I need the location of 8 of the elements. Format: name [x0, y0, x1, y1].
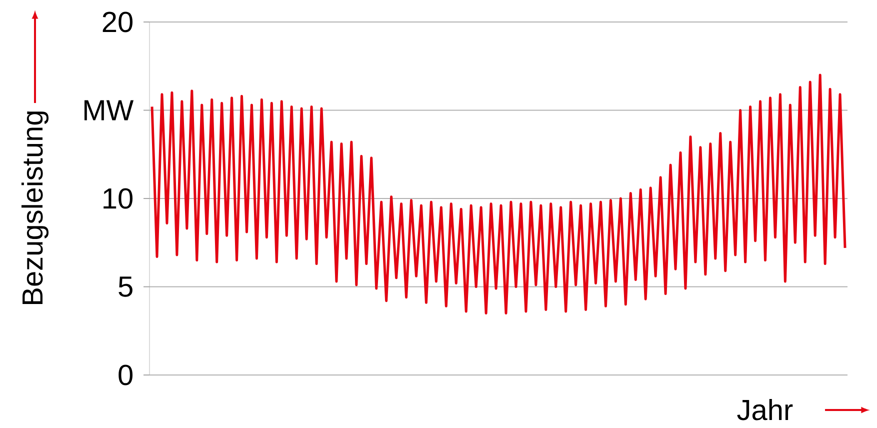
- line-series: [150, 74, 846, 314]
- y-tick-label: 5: [118, 276, 132, 297]
- y-tick-label: 0: [118, 364, 133, 386]
- x-axis-title: Jahr: [737, 398, 793, 420]
- y-tick-label: 10: [104, 188, 133, 209]
- y-axis-title: Bezugsleistung: [21, 112, 49, 304]
- y-tick-label: 20: [102, 12, 133, 32]
- y-tick-label: MW: [84, 100, 134, 120]
